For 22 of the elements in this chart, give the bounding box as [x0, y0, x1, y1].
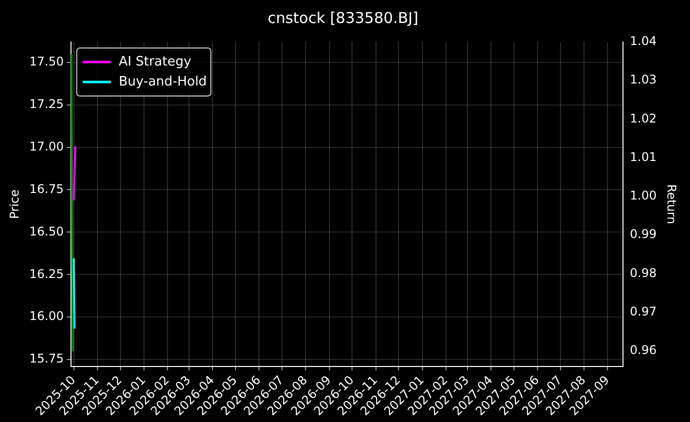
y-axis-title: Price — [7, 190, 22, 219]
y2-tick-label: 0.98 — [630, 266, 657, 280]
y-tick-label: 17.00 — [29, 139, 64, 154]
y-tick-label: 16.00 — [29, 309, 64, 324]
y2-tick-label: 1.04 — [630, 34, 657, 48]
y-tick-label: 16.25 — [29, 266, 64, 281]
y2-tick-label: 1.00 — [630, 188, 657, 203]
y2-axis-title: Return — [664, 184, 679, 224]
legend-label: AI Strategy — [118, 54, 192, 70]
legend-label: Buy-and-Hold — [118, 74, 207, 90]
y-tick-label: 17.50 — [29, 54, 64, 69]
y-tick-label: 17.25 — [29, 96, 64, 111]
y2-tick-label: 0.99 — [630, 227, 657, 242]
y-tick-label: 16.50 — [29, 224, 64, 238]
y2-tick-label: 1.01 — [630, 150, 657, 164]
y-tick-label: 15.75 — [29, 352, 64, 366]
y-tick-label: 16.75 — [29, 182, 64, 196]
y2-tick-label: 1.02 — [630, 111, 657, 126]
chart-title: cnstock [833580.BJ] — [268, 8, 418, 27]
y2-tick-label: 0.96 — [630, 343, 657, 358]
y2-tick-label: 1.03 — [630, 72, 657, 87]
y2-tick-label: 0.97 — [630, 304, 657, 318]
